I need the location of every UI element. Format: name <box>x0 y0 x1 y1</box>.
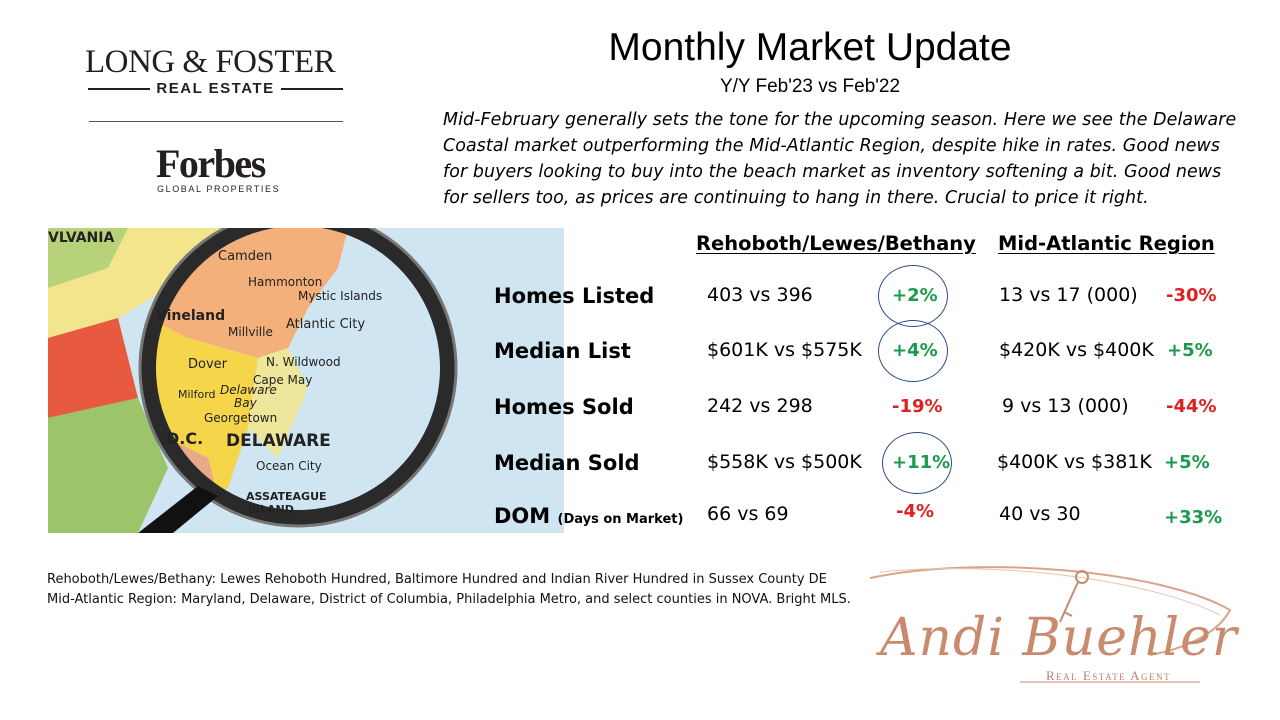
r1-value: $601K vs $575K <box>707 339 862 361</box>
r1-change: -4% <box>896 501 935 522</box>
r1-change: +4% <box>892 340 938 361</box>
r2-change: -30% <box>1166 285 1217 306</box>
row-label-median-sold: Median Sold <box>494 451 640 475</box>
r1-value: 242 vs 298 <box>707 395 813 417</box>
signature-swoosh-icon <box>869 566 1232 683</box>
row-label-homes-listed: Homes Listed <box>494 284 655 308</box>
map-label: Millville <box>228 325 273 339</box>
long-foster-logo-sub: REAL ESTATE <box>88 80 343 97</box>
r2-value: 40 vs 30 <box>999 503 1081 525</box>
r2-change: -44% <box>1166 396 1217 417</box>
map-label: ASSATEAGUE <box>246 490 327 503</box>
map-label: ISLAND <box>248 503 294 516</box>
map-label: Ocean City <box>256 459 322 473</box>
r2-change: +5% <box>1167 340 1213 361</box>
map-label: VLVANIA <box>48 230 114 246</box>
map-label: Milford <box>178 388 216 401</box>
map-label: Camden <box>218 249 272 264</box>
header-rehoboth: Rehoboth/Lewes/Bethany <box>696 232 976 255</box>
r1-value: 66 vs 69 <box>707 503 789 525</box>
row-label-dom: DOM (Days on Market) <box>494 504 683 528</box>
forbes-logo-sub: GLOBAL PROPERTIES <box>157 184 281 194</box>
r2-value: 13 vs 17 (000) <box>999 284 1138 306</box>
r2-value: $420K vs $400K <box>999 339 1154 361</box>
page-subtitle: Y/Y Feb'23 vs Feb'22 <box>719 76 901 97</box>
logo-divider <box>89 121 343 122</box>
header-mid-atlantic: Mid-Atlantic Region <box>998 232 1215 255</box>
forbes-logo-name: Forbes <box>156 141 266 186</box>
r1-value: $558K vs $500K <box>707 451 862 473</box>
map-label: Cape May <box>253 373 312 387</box>
r2-change: +5% <box>1164 452 1210 473</box>
dom-label-note: (Days on Market) <box>557 512 684 527</box>
r1-value: 403 vs 396 <box>707 284 813 306</box>
long-foster-logo-sub-text: REAL ESTATE <box>150 80 281 97</box>
map-label: Dover <box>188 357 228 372</box>
signature-name: Andi Buehler <box>880 608 1238 668</box>
r2-value: 9 vs 13 (000) <box>1002 395 1129 417</box>
highlight-circle <box>878 320 948 382</box>
map-label: Atlantic City <box>286 317 365 332</box>
map-label: Vineland <box>156 308 225 324</box>
map-label: Mystic Islands <box>298 289 382 303</box>
map-label: Delaware <box>220 383 277 397</box>
signature-title: Real Estate Agent <box>1046 668 1172 683</box>
highlight-circle <box>882 432 952 494</box>
footnote-mid-atlantic: Mid-Atlantic Region: Maryland, Delaware,… <box>47 592 851 607</box>
r1-change: +2% <box>892 285 938 306</box>
market-summary: Mid-February generally sets the tone for… <box>443 110 1237 208</box>
long-foster-logo-name: LONG & FOSTER <box>85 44 336 80</box>
footnote-rehoboth: Rehoboth/Lewes/Bethany: Lewes Rehoboth H… <box>47 572 827 587</box>
delaware-map-image: VLVANIA Camden Hammonton Mystic Islands … <box>48 228 564 533</box>
map-illustration: VLVANIA Camden Hammonton Mystic Islands … <box>48 228 564 533</box>
map-label: Bay <box>234 396 258 410</box>
map-label: N. Wildwood <box>266 355 341 369</box>
r1-change: +11% <box>892 452 951 473</box>
r2-value: $400K vs $381K <box>997 451 1152 473</box>
map-label: DELAWARE <box>226 431 331 451</box>
r2-change: +33% <box>1164 507 1223 528</box>
dom-label: DOM <box>494 504 551 528</box>
r1-change: -19% <box>892 396 943 417</box>
page-title: Monthly Market Update <box>608 26 1012 69</box>
map-label: D.C. <box>166 429 203 448</box>
row-label-median-list: Median List <box>494 339 631 363</box>
row-label-homes-sold: Homes Sold <box>494 395 634 419</box>
map-label: Georgetown <box>204 411 277 425</box>
map-label: Hammonton <box>248 275 322 289</box>
